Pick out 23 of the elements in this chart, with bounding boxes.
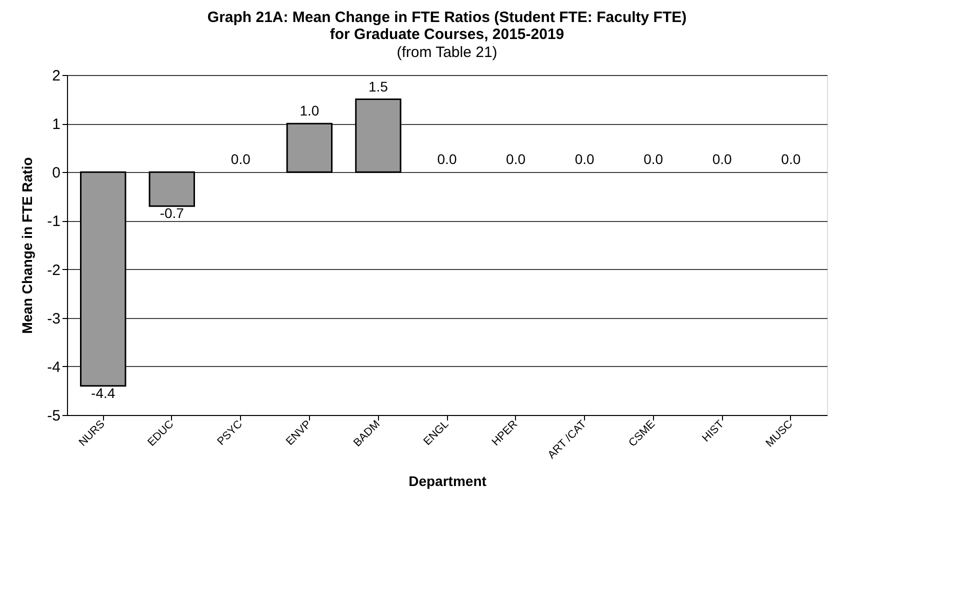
- data-label: 0.0: [506, 151, 526, 168]
- data-label: 1.0: [300, 102, 320, 119]
- y-tick-label: 0: [52, 164, 60, 182]
- data-label: 1.5: [368, 78, 388, 94]
- data-label: 0.0: [230, 151, 251, 168]
- data-label: 0.0: [712, 151, 732, 168]
- data-label: -4.4: [91, 384, 116, 401]
- data-label: 0.0: [574, 151, 594, 168]
- data-label: 0.0: [781, 151, 801, 168]
- data-label: 0.0: [437, 151, 457, 168]
- y-tick-label: -5: [47, 408, 60, 424]
- data-label: -0.7: [160, 205, 184, 222]
- chart-subtitle: (from Table 21): [396, 44, 498, 61]
- y-tick-label: 2: [52, 68, 60, 84]
- y-axis-title: Mean Change in FTE Ratio: [19, 157, 36, 334]
- x-axis-title: Department: [408, 472, 487, 489]
- data-label: 0.0: [644, 151, 664, 168]
- y-tick-label: -1: [47, 213, 60, 230]
- y-tick-label: -3: [47, 310, 60, 328]
- y-tick-label: -2: [47, 262, 60, 279]
- y-tick-label: -4: [47, 358, 60, 376]
- y-tick-label: 1: [52, 116, 60, 134]
- chart-title: Graph 21A: Mean Change in FTE Ratios (Student FTE: Faculty FTE) for Graduate Courses, 2015-2019: [207, 9, 687, 43]
